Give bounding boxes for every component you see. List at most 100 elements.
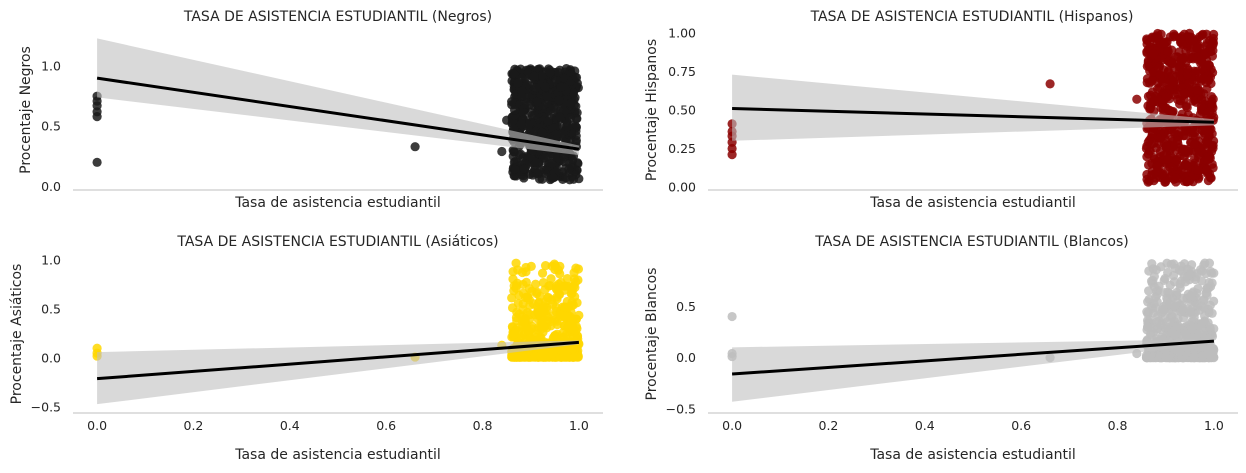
data-point — [567, 155, 578, 165]
data-point — [1157, 76, 1168, 86]
data-point — [517, 86, 527, 96]
data-point — [519, 173, 529, 183]
data-point — [1203, 318, 1213, 328]
data-point — [1172, 291, 1182, 301]
data-point — [1201, 29, 1212, 39]
data-point — [1187, 324, 1197, 334]
data-point — [1209, 268, 1219, 278]
data-point — [1202, 164, 1212, 175]
panel-1: TASA DE ASISTENCIA ESTUDIANTIL (Negros) 0… — [18, 9, 603, 211]
regression-line — [732, 106, 1214, 124]
data-point — [1168, 271, 1179, 281]
data-point — [520, 315, 530, 325]
y-tick-label: −0.5 — [666, 401, 696, 416]
regression-line — [96, 76, 580, 151]
data-point — [517, 330, 527, 341]
data-point — [545, 67, 555, 78]
data-point — [554, 289, 564, 299]
data-point — [1179, 144, 1189, 154]
data-point — [1156, 103, 1166, 113]
data-point — [1171, 173, 1181, 184]
data-point — [1197, 351, 1207, 361]
data-point — [1161, 322, 1171, 332]
data-point — [1149, 96, 1159, 106]
data-point — [1146, 276, 1157, 286]
data-point — [508, 68, 518, 79]
scatter-points — [727, 28, 1219, 187]
data-point — [1176, 126, 1187, 136]
data-point — [727, 311, 737, 322]
data-point — [514, 290, 524, 300]
data-point — [513, 78, 523, 88]
data-point — [566, 98, 576, 109]
data-point — [548, 173, 559, 183]
data-point — [544, 281, 554, 291]
data-point — [508, 274, 518, 284]
panel-4: TASA DE ASISTENCIA ESTUDIANTIL (Blancos)… — [644, 234, 1238, 463]
data-point — [547, 158, 557, 168]
data-point — [1205, 173, 1216, 183]
x-tick-label: 0.8 — [1108, 418, 1128, 433]
data-point — [518, 305, 528, 315]
y-tick-label: 1.0 — [41, 59, 61, 74]
data-point — [507, 293, 517, 303]
plot-area — [92, 258, 584, 405]
data-point — [516, 119, 526, 129]
data-point — [1147, 128, 1158, 138]
data-point — [1205, 107, 1215, 117]
data-point — [530, 351, 540, 361]
data-point — [521, 262, 531, 273]
data-point — [543, 116, 553, 126]
data-point — [569, 352, 579, 362]
y-axis-label: Procentaje Asiáticos — [9, 264, 25, 405]
data-point — [1175, 346, 1185, 356]
x-tick-label: 1.0 — [569, 418, 589, 433]
data-point — [553, 67, 563, 77]
data-point — [554, 95, 564, 105]
data-point — [92, 343, 102, 353]
data-point — [1166, 259, 1176, 269]
data-point — [1192, 300, 1202, 310]
confidence-band — [732, 74, 1214, 141]
y-axis-label: Procentaje Negros — [18, 46, 34, 174]
data-point — [1158, 304, 1168, 314]
data-point — [567, 283, 577, 294]
x-tick-label: 0.0 — [87, 418, 107, 433]
y-tick-label: 0.0 — [41, 179, 61, 194]
data-point — [1189, 139, 1199, 149]
data-point — [571, 72, 582, 83]
data-point — [532, 288, 542, 299]
x-tick-label: 0.6 — [376, 418, 396, 433]
data-point — [1167, 58, 1177, 68]
data-point — [1206, 147, 1217, 157]
x-tick-label: 1.0 — [1204, 418, 1224, 433]
data-point — [1190, 272, 1200, 282]
data-point — [1151, 292, 1161, 302]
data-point — [1173, 314, 1183, 324]
data-point — [559, 321, 570, 331]
data-point — [566, 333, 576, 343]
data-point — [510, 156, 521, 167]
y-tick-label: 0.0 — [41, 351, 61, 366]
data-point — [1132, 94, 1142, 104]
x-tick-label: 0.4 — [280, 418, 300, 433]
data-point — [511, 283, 521, 293]
data-point — [513, 265, 523, 275]
y-tick-label: 0.50 — [668, 103, 696, 118]
data-point — [1189, 352, 1199, 362]
data-point — [1142, 61, 1152, 71]
data-point — [530, 279, 541, 289]
x-tick-label: 0.2 — [819, 418, 839, 433]
data-point — [1178, 305, 1188, 315]
y-tick-label: 0.5 — [676, 299, 696, 314]
data-point — [1202, 287, 1212, 297]
data-point — [1172, 322, 1182, 332]
data-point — [573, 275, 583, 285]
y-tick-label: −0.5 — [31, 400, 61, 415]
data-point — [1187, 36, 1198, 46]
data-point — [1199, 260, 1209, 270]
confidence-band — [97, 340, 579, 405]
data-point — [1163, 154, 1173, 164]
data-point — [1169, 77, 1179, 87]
x-axis-label: Tasa de asistencia estudiantil — [234, 195, 441, 211]
